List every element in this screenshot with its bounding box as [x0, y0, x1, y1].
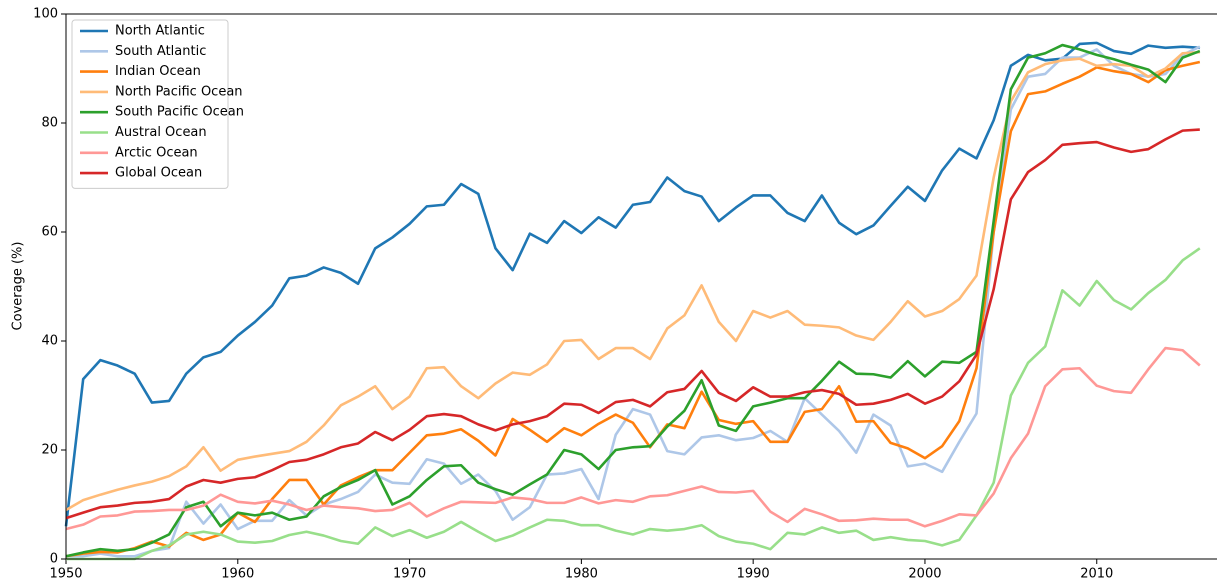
- x-tick-label: 1950: [49, 567, 82, 582]
- y-tick-label: 100: [33, 7, 58, 22]
- x-tick-label: 2010: [1080, 567, 1113, 582]
- y-tick-label: 40: [41, 334, 58, 349]
- legend-label: North Atlantic: [115, 24, 205, 39]
- series-line: [64, 41, 1200, 527]
- y-tick-label: 80: [41, 116, 58, 131]
- legend-label: South Atlantic: [115, 44, 206, 59]
- series-line: [65, 60, 1201, 558]
- series-line: [65, 43, 1201, 558]
- y-tick-label: 60: [41, 225, 58, 240]
- x-tick-label: 2000: [908, 567, 941, 582]
- legend-label: South Pacific Ocean: [115, 105, 244, 120]
- y-tick-label: 0: [50, 552, 58, 567]
- series-line: [65, 346, 1201, 531]
- legend-label: Austral Ocean: [115, 125, 207, 140]
- series-line: [65, 50, 1200, 512]
- series-line: [65, 128, 1200, 520]
- legend-label: North Pacific Ocean: [115, 84, 243, 99]
- legend-box: [71, 19, 229, 189]
- x-tick-label: 1960: [221, 567, 254, 582]
- legend: North Atlantic South Atlantic Indian Ocean…: [71, 19, 244, 189]
- legend-label: Arctic Ocean: [115, 145, 198, 160]
- x-tick-label: 1990: [737, 567, 770, 582]
- x-tick-label: 1980: [565, 567, 598, 582]
- legend-label: Indian Ocean: [115, 64, 201, 79]
- series-line: [66, 247, 1201, 561]
- y-tick-label: 20: [41, 443, 58, 458]
- y-axis-label: Coverage (%): [11, 242, 26, 331]
- x-tick-label: 1970: [393, 567, 426, 582]
- legend-label: Global Ocean: [115, 166, 202, 181]
